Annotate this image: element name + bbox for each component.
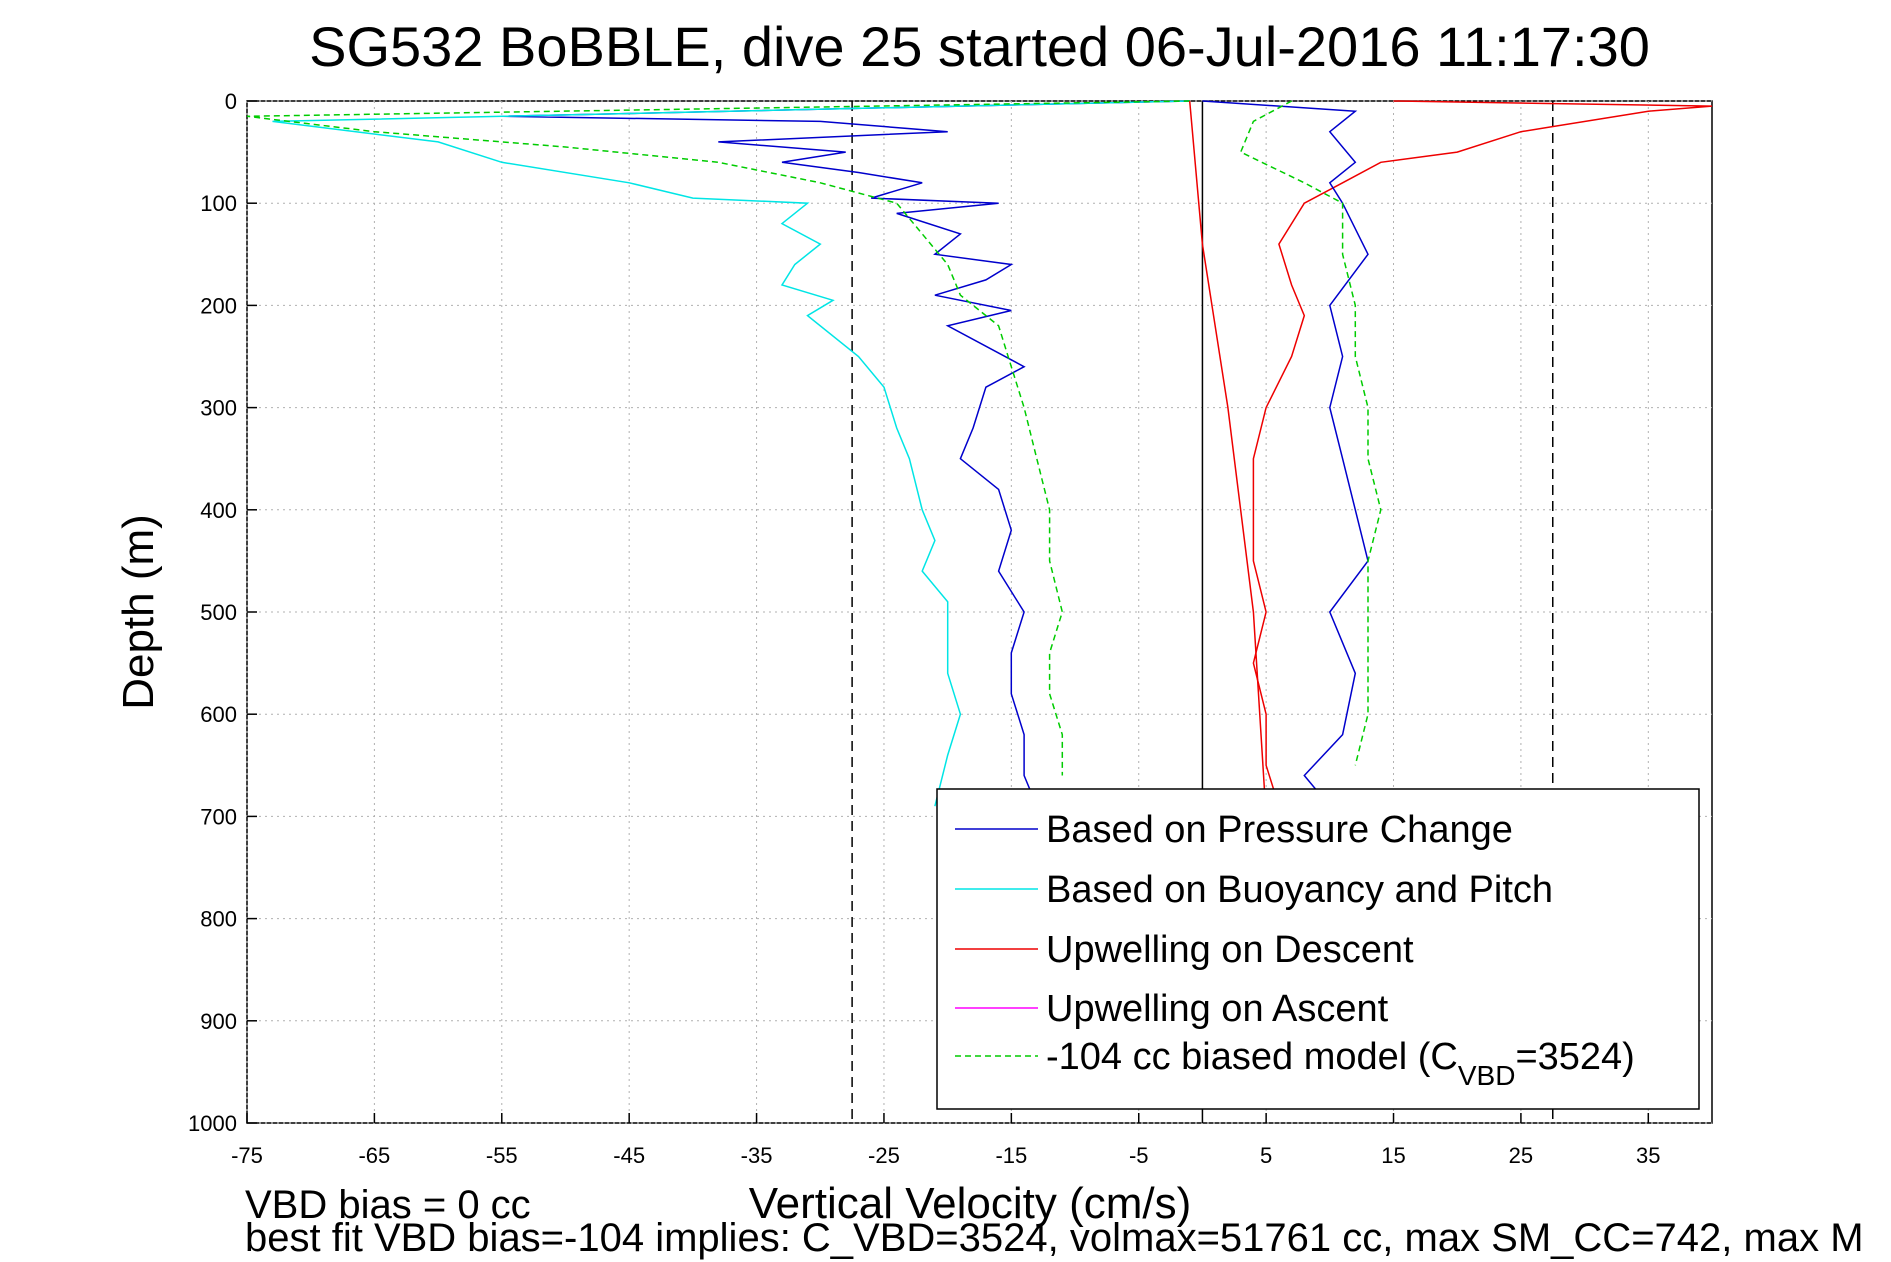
series-line [246, 100, 1190, 776]
y-tick-label: 0 [225, 89, 237, 114]
y-axis-label: Depth (m) [114, 514, 163, 710]
y-tick-label: 600 [200, 702, 237, 727]
x-tick-label: -65 [358, 1143, 390, 1168]
x-tick-label: 5 [1260, 1143, 1272, 1168]
x-tick-label: -75 [231, 1143, 263, 1168]
series-line [1202, 100, 1369, 807]
x-tick-label: -45 [613, 1143, 645, 1168]
y-tick-label: 100 [200, 191, 237, 216]
y-tick-label: 800 [200, 907, 237, 932]
x-tick-label: -35 [741, 1143, 773, 1168]
series-line [272, 100, 1190, 807]
series-line [1188, 100, 1267, 817]
legend-box [936, 788, 1700, 1110]
y-tick-label: 900 [200, 1009, 237, 1034]
y-tick-label: 300 [200, 396, 237, 421]
x-axis-label: Vertical Velocity (cm/s) [749, 1179, 1192, 1228]
chart-title: SG532 BoBBLE, dive 25 started 06-Jul-201… [309, 15, 1650, 78]
legend-label: Upwelling on Descent [1046, 929, 1414, 971]
x-tick-label: -5 [1129, 1143, 1149, 1168]
x-tick-label: -15 [995, 1143, 1027, 1168]
legend-label: Upwelling on Ascent [1046, 988, 1389, 1030]
series-line [1252, 100, 1713, 807]
legend-label: Based on Buoyancy and Pitch [1046, 869, 1553, 911]
series-line [1239, 100, 1382, 766]
series-line [501, 100, 1190, 807]
y-tick-label: 400 [200, 498, 237, 523]
footer-line-2: best fit VBD bias=-104 implies: C_VBD=35… [245, 1216, 1864, 1260]
x-tick-label: 35 [1636, 1143, 1660, 1168]
legend-label: Based on Pressure Change [1046, 809, 1513, 851]
footer-line-1: VBD bias = 0 cc [245, 1183, 531, 1227]
y-tick-label: 1000 [188, 1111, 237, 1136]
y-tick-label: 200 [200, 293, 237, 318]
x-tick-label: 15 [1381, 1143, 1405, 1168]
x-tick-label: 25 [1509, 1143, 1533, 1168]
x-tick-label: -25 [868, 1143, 900, 1168]
x-tick-label: -55 [486, 1143, 518, 1168]
y-tick-label: 500 [200, 600, 237, 625]
y-tick-label: 700 [200, 804, 237, 829]
